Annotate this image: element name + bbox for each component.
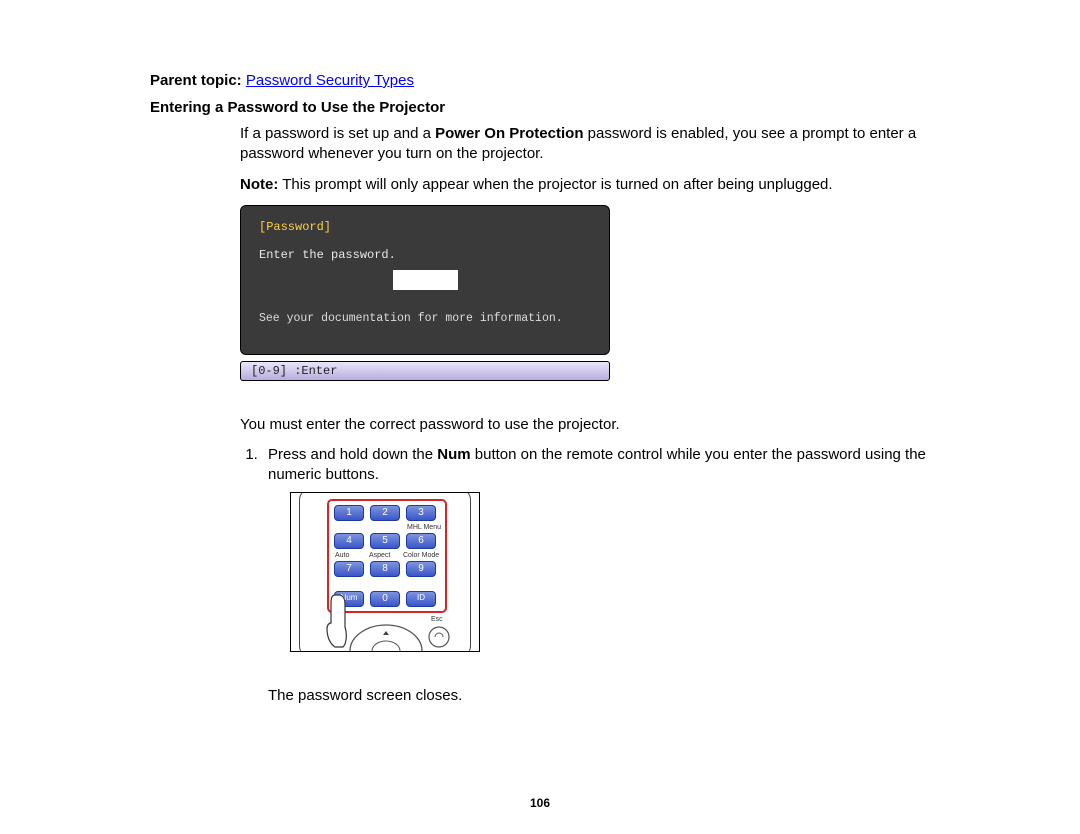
parent-topic-line: Parent topic: Password Security Types <box>150 72 960 89</box>
must-enter-paragraph: You must enter the correct password to u… <box>240 415 960 435</box>
key-5: 5 <box>370 533 400 549</box>
key-6: 6 <box>406 533 436 549</box>
note-body: This prompt will only appear when the pr… <box>278 176 832 193</box>
aspect-label: Aspect <box>369 551 390 560</box>
step-1: Press and hold down the Num button on th… <box>262 445 960 706</box>
mhl-label: MHL Menu <box>407 523 441 532</box>
key-9: 9 <box>406 561 436 577</box>
page-number: 106 <box>0 796 1080 810</box>
password-dialog-footer: [0-9] :Enter <box>240 361 610 381</box>
note-label: Note: <box>240 176 278 193</box>
note-paragraph: Note: This prompt will only appear when … <box>240 175 960 195</box>
password-dialog-title: [Password] <box>259 220 591 234</box>
key-0: 0 <box>370 591 400 607</box>
password-dialog-prompt: Enter the password. <box>259 248 591 262</box>
key-1: 1 <box>334 505 364 521</box>
password-closes-paragraph: The password screen closes. <box>268 686 960 706</box>
keypad-row-3: 7 8 9 <box>334 561 436 577</box>
remote-control-figure: 1 2 3 MHL Menu 4 5 6 Auto Aspect Color M… <box>290 492 480 652</box>
password-input-box <box>393 270 458 290</box>
password-dialog-hint: See your documentation for more informat… <box>259 312 591 325</box>
keypad-row-1: 1 2 3 <box>334 505 436 521</box>
password-dialog-figure: [Password] Enter the password. See your … <box>240 205 610 381</box>
p1-bold: Power On Protection <box>435 125 583 142</box>
parent-topic-link[interactable]: Password Security Types <box>246 72 414 89</box>
password-dialog-body: [Password] Enter the password. See your … <box>240 205 610 355</box>
section-heading: Entering a Password to Use the Projector <box>150 99 960 116</box>
key-8: 8 <box>370 561 400 577</box>
nav-ring-icon <box>346 621 426 652</box>
keypad-row-2: 4 5 6 <box>334 533 436 549</box>
steps-list: Press and hold down the Num button on th… <box>262 445 960 706</box>
esc-button-icon <box>427 623 451 652</box>
p1-part-a: If a password is set up and a <box>240 125 435 142</box>
auto-label: Auto <box>335 551 349 560</box>
step1-bold: Num <box>437 446 470 463</box>
key-4: 4 <box>334 533 364 549</box>
key-id: ID <box>406 591 436 607</box>
parent-topic-label: Parent topic: <box>150 72 242 89</box>
step1-a: Press and hold down the <box>268 446 437 463</box>
colormode-label: Color Mode <box>403 551 439 560</box>
key-2: 2 <box>370 505 400 521</box>
key-7: 7 <box>334 561 364 577</box>
key-3: 3 <box>406 505 436 521</box>
intro-paragraph: If a password is set up and a Power On P… <box>240 124 960 165</box>
